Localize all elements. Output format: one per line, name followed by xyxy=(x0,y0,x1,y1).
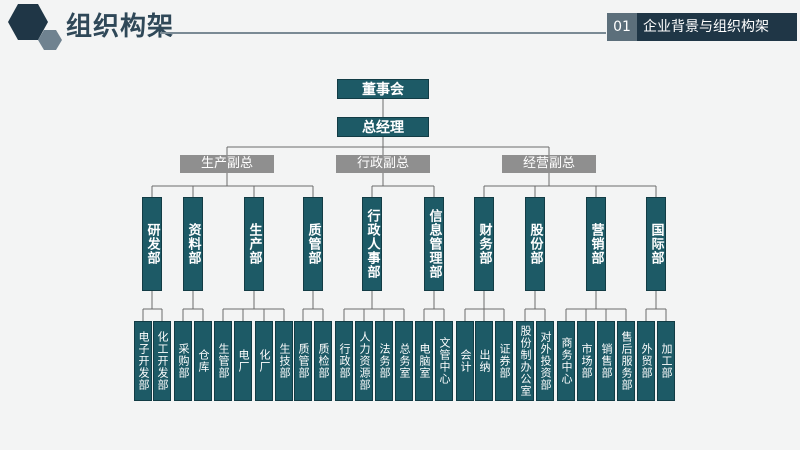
unit-label: 电子开发部 xyxy=(137,331,150,391)
vp-operations: 经营副总 xyxy=(502,155,596,173)
unit-node: 文管中心 xyxy=(435,321,453,401)
unit-node: 总务室 xyxy=(395,321,413,401)
unit-label: 采购部 xyxy=(177,343,190,379)
unit-node: 电厂 xyxy=(234,321,252,401)
dept-label: 股份部 xyxy=(527,223,543,265)
unit-label: 质管部 xyxy=(297,343,310,379)
unit-label: 股份制办公室 xyxy=(519,325,532,397)
unit-label: 售后服务部 xyxy=(620,331,633,391)
dept-node: 生产部 xyxy=(244,197,264,291)
unit-label: 证券部 xyxy=(498,343,511,379)
unit-label: 质检部 xyxy=(317,343,330,379)
unit-label: 电脑室 xyxy=(418,343,431,379)
dept-label: 信息管理部 xyxy=(426,209,442,279)
unit-node: 法务部 xyxy=(375,321,393,401)
unit-node: 采购部 xyxy=(174,321,192,401)
dept-node: 行政人事部 xyxy=(362,197,382,291)
section-number: 01 xyxy=(607,13,637,41)
board-node: 董事会 xyxy=(337,79,429,99)
vp-production: 生产副总 xyxy=(180,155,274,173)
dept-label: 财务部 xyxy=(476,223,492,265)
unit-node: 对外投资部 xyxy=(536,321,554,401)
unit-label: 文管中心 xyxy=(438,337,451,385)
unit-node: 商务中心 xyxy=(557,321,575,401)
unit-label: 对外投资部 xyxy=(539,331,552,391)
dept-label: 研发部 xyxy=(144,223,160,265)
unit-node: 加工部 xyxy=(657,321,675,401)
unit-node: 人力资源部 xyxy=(355,321,373,401)
dept-node: 资料部 xyxy=(183,197,203,291)
dept-label: 资料部 xyxy=(185,223,201,265)
unit-node: 化厂 xyxy=(255,321,273,401)
unit-node: 行政部 xyxy=(335,321,353,401)
unit-node: 生管部 xyxy=(214,321,232,401)
unit-label: 行政部 xyxy=(338,343,351,379)
dept-label: 营销部 xyxy=(588,223,604,265)
dept-label: 行政人事部 xyxy=(364,209,380,279)
unit-label: 商务中心 xyxy=(560,337,573,385)
unit-node: 会计 xyxy=(456,321,474,401)
unit-node: 质管部 xyxy=(294,321,312,401)
unit-node: 销售部 xyxy=(597,321,615,401)
unit-node: 生技部 xyxy=(275,321,293,401)
unit-node: 电脑室 xyxy=(415,321,433,401)
unit-label: 生技部 xyxy=(278,343,291,379)
page-title: 组织构架 xyxy=(66,12,175,42)
unit-label: 出纳 xyxy=(478,349,491,373)
general-manager-node: 总经理 xyxy=(337,117,429,137)
unit-node: 化工开发部 xyxy=(153,321,171,401)
hexagon-logo-icon xyxy=(8,4,62,50)
unit-node: 售后服务部 xyxy=(617,321,635,401)
unit-label: 化厂 xyxy=(258,349,271,373)
unit-node: 外贸部 xyxy=(637,321,655,401)
unit-label: 人力资源部 xyxy=(358,331,371,391)
unit-label: 总务室 xyxy=(398,343,411,379)
unit-label: 市场部 xyxy=(580,343,593,379)
unit-label: 仓库 xyxy=(197,349,210,373)
unit-label: 外贸部 xyxy=(640,343,653,379)
dept-node: 信息管理部 xyxy=(424,197,444,291)
unit-node: 出纳 xyxy=(475,321,493,401)
unit-node: 股份制办公室 xyxy=(516,321,534,401)
unit-label: 化工开发部 xyxy=(156,331,169,391)
section-title: 企业背景与组织构架 xyxy=(643,19,769,35)
unit-label: 销售部 xyxy=(600,343,613,379)
dept-node: 质管部 xyxy=(303,197,323,291)
unit-label: 会计 xyxy=(459,349,472,373)
unit-node: 市场部 xyxy=(577,321,595,401)
unit-label: 生管部 xyxy=(217,343,230,379)
section-badge: 01 企业背景与组织构架 xyxy=(607,13,797,41)
dept-node: 营销部 xyxy=(586,197,606,291)
dept-label: 质管部 xyxy=(305,223,321,265)
unit-node: 质检部 xyxy=(314,321,332,401)
dept-node: 财务部 xyxy=(474,197,494,291)
unit-node: 证券部 xyxy=(495,321,513,401)
unit-node: 仓库 xyxy=(194,321,212,401)
unit-label: 电厂 xyxy=(237,349,250,373)
unit-node: 电子开发部 xyxy=(134,321,152,401)
dept-label: 生产部 xyxy=(246,223,262,265)
unit-label: 法务部 xyxy=(378,343,391,379)
header-divider xyxy=(160,32,606,34)
dept-node: 研发部 xyxy=(142,197,162,291)
unit-label: 加工部 xyxy=(660,343,673,379)
vp-administration: 行政副总 xyxy=(336,155,430,173)
dept-node: 国际部 xyxy=(646,197,666,291)
dept-node: 股份部 xyxy=(525,197,545,291)
dept-label: 国际部 xyxy=(648,223,664,265)
